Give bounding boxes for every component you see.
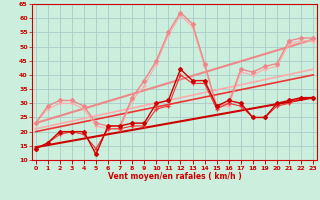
X-axis label: Vent moyen/en rafales ( km/h ): Vent moyen/en rafales ( km/h ): [108, 172, 241, 181]
